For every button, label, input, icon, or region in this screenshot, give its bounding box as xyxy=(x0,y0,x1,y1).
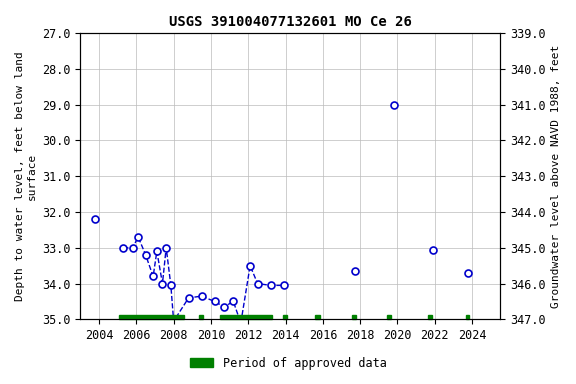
Bar xyxy=(283,315,287,319)
Y-axis label: Groundwater level above NAVD 1988, feet: Groundwater level above NAVD 1988, feet xyxy=(551,45,561,308)
Y-axis label: Depth to water level, feet below land
surface: Depth to water level, feet below land su… xyxy=(15,51,37,301)
Bar xyxy=(352,315,355,319)
Legend: Period of approved data: Period of approved data xyxy=(185,352,391,374)
Bar xyxy=(429,315,432,319)
Bar xyxy=(199,315,203,319)
Bar xyxy=(316,315,320,319)
Bar xyxy=(465,315,469,319)
Bar xyxy=(119,315,184,319)
Bar xyxy=(220,315,271,319)
Title: USGS 391004077132601 MO Ce 26: USGS 391004077132601 MO Ce 26 xyxy=(169,15,412,29)
Bar xyxy=(387,315,391,319)
